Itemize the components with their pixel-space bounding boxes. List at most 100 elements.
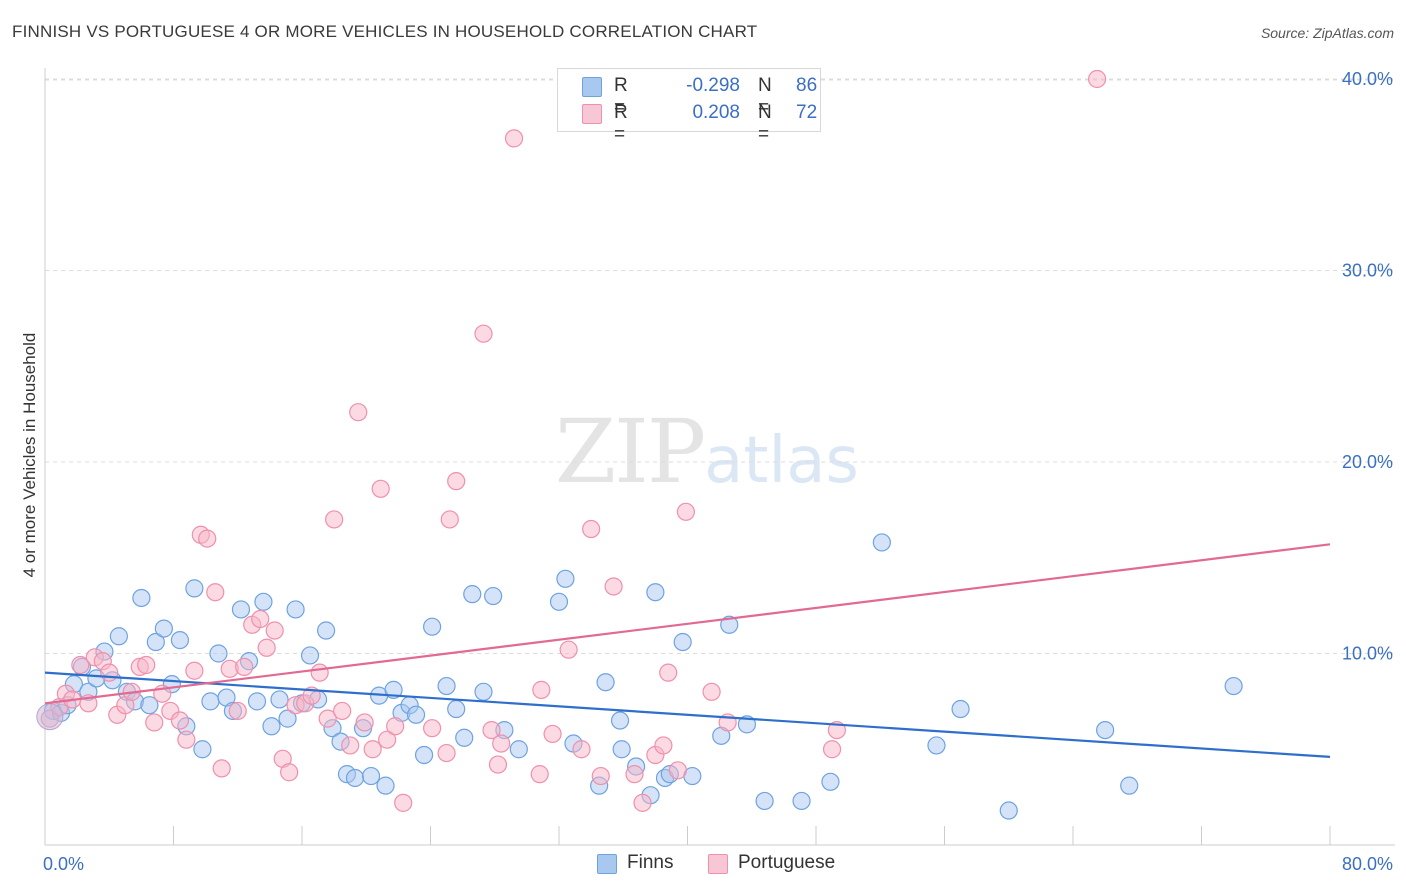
- finns-point: [720, 615, 739, 634]
- watermark-atlas: atlas: [704, 424, 859, 498]
- finns-point: [361, 766, 381, 786]
- finns-point: [109, 627, 128, 646]
- finns-point: [556, 569, 575, 588]
- n-label: N =: [758, 75, 772, 118]
- finns-swatch: [597, 854, 617, 874]
- portuguese-point: [604, 577, 623, 596]
- finns-point: [270, 690, 289, 709]
- r-value: 0.208: [692, 102, 740, 123]
- portuguese-point: [447, 472, 466, 491]
- portuguese-point: [177, 730, 196, 749]
- portuguese-point: [71, 655, 90, 675]
- finns-point: [610, 711, 630, 730]
- finns-point: [755, 791, 774, 811]
- portuguese-point: [145, 713, 164, 732]
- watermark: ZIPatlas: [555, 400, 859, 503]
- finns-point: [927, 736, 946, 755]
- finns-point: [474, 682, 493, 701]
- data-points: [36, 69, 1243, 820]
- portuguese-point: [423, 719, 442, 738]
- portuguese-point: [659, 663, 678, 682]
- portuguese-point: [378, 730, 397, 749]
- finns-point: [437, 676, 456, 696]
- n-value: 86: [796, 75, 818, 96]
- n-value: 72: [796, 102, 818, 123]
- portuguese-point: [504, 129, 524, 148]
- finns-point: [193, 740, 212, 759]
- finns-point: [231, 600, 251, 619]
- finns-swatch: [582, 77, 602, 97]
- finns-point: [376, 776, 395, 795]
- portuguese-point: [572, 740, 591, 759]
- portuguese-point: [394, 793, 413, 812]
- finns-point: [821, 772, 840, 791]
- finns-point: [737, 715, 757, 734]
- finns-trend-line: [44, 671, 1331, 759]
- portuguese-point: [333, 701, 352, 721]
- finns-point: [423, 617, 442, 636]
- portuguese-point: [543, 724, 562, 744]
- portuguese-point: [228, 701, 247, 721]
- y-tick-label: 30.0%: [1342, 261, 1393, 281]
- n-label: N =: [758, 102, 772, 145]
- portuguese-point: [265, 621, 284, 640]
- portuguese-point: [474, 324, 493, 343]
- finns-point: [792, 791, 811, 811]
- finns-point: [247, 692, 267, 711]
- portuguese-point: [1087, 69, 1107, 89]
- finns-point: [549, 592, 569, 611]
- finns-point: [1120, 776, 1139, 795]
- tick-labels: 10.0% 20.0% 30.0% 40.0% 0.0% 80.0%: [43, 69, 1393, 874]
- y-axis-label: 4 or more Vehicles in Household: [20, 332, 39, 578]
- finns-point: [463, 585, 482, 604]
- portuguese-point: [280, 763, 299, 782]
- watermark-zip: ZIP: [555, 400, 706, 503]
- portuguese-point: [355, 713, 374, 732]
- portuguese-point: [100, 663, 119, 682]
- finns-point: [132, 588, 151, 608]
- legend-label: Finns: [627, 852, 674, 873]
- portuguese-point: [198, 529, 217, 548]
- portuguese-point: [676, 502, 695, 521]
- chart-title: FINNISH VS PORTUGUESE 4 OR MORE VEHICLES…: [12, 22, 758, 41]
- portuguese-point: [349, 403, 368, 422]
- portuguese-point: [559, 640, 578, 659]
- r-label: R =: [614, 75, 628, 118]
- portuguese-point: [137, 655, 156, 675]
- finns-point: [596, 673, 615, 692]
- finns-point: [951, 699, 970, 719]
- finns-point: [316, 621, 336, 640]
- legend-label: Portuguese: [738, 852, 836, 873]
- finns-point: [646, 583, 665, 602]
- portuguese-point: [633, 793, 652, 812]
- portuguese-swatch: [708, 854, 728, 874]
- portuguese-point: [185, 661, 204, 680]
- finns-point: [140, 696, 159, 715]
- finns-point: [146, 632, 165, 652]
- y-tick-label: 10.0%: [1342, 644, 1393, 664]
- finns-point: [1224, 676, 1243, 696]
- finns-point: [262, 717, 281, 736]
- portuguese-point: [325, 510, 344, 529]
- finns-point: [406, 705, 426, 724]
- portuguese-swatch: [582, 104, 602, 124]
- finns-point: [872, 533, 891, 552]
- portuguese-point: [488, 755, 508, 774]
- portuguese-point: [386, 717, 405, 736]
- finns-point: [278, 709, 297, 728]
- portuguese-point: [530, 765, 549, 784]
- portuguese-point: [582, 519, 601, 539]
- portuguese-point: [212, 759, 231, 778]
- finns-point: [447, 699, 466, 719]
- finns-point: [1096, 720, 1115, 740]
- trend-lines: [44, 543, 1331, 759]
- finns-point: [300, 646, 320, 665]
- x-tick-label: 80.0%: [1342, 854, 1393, 874]
- r-label: R =: [614, 102, 628, 145]
- portuguese-point: [668, 761, 687, 780]
- finns-point: [612, 740, 631, 759]
- x-tick-label: 0.0%: [43, 854, 84, 874]
- portuguese-point: [702, 682, 721, 701]
- portuguese-point: [654, 736, 673, 755]
